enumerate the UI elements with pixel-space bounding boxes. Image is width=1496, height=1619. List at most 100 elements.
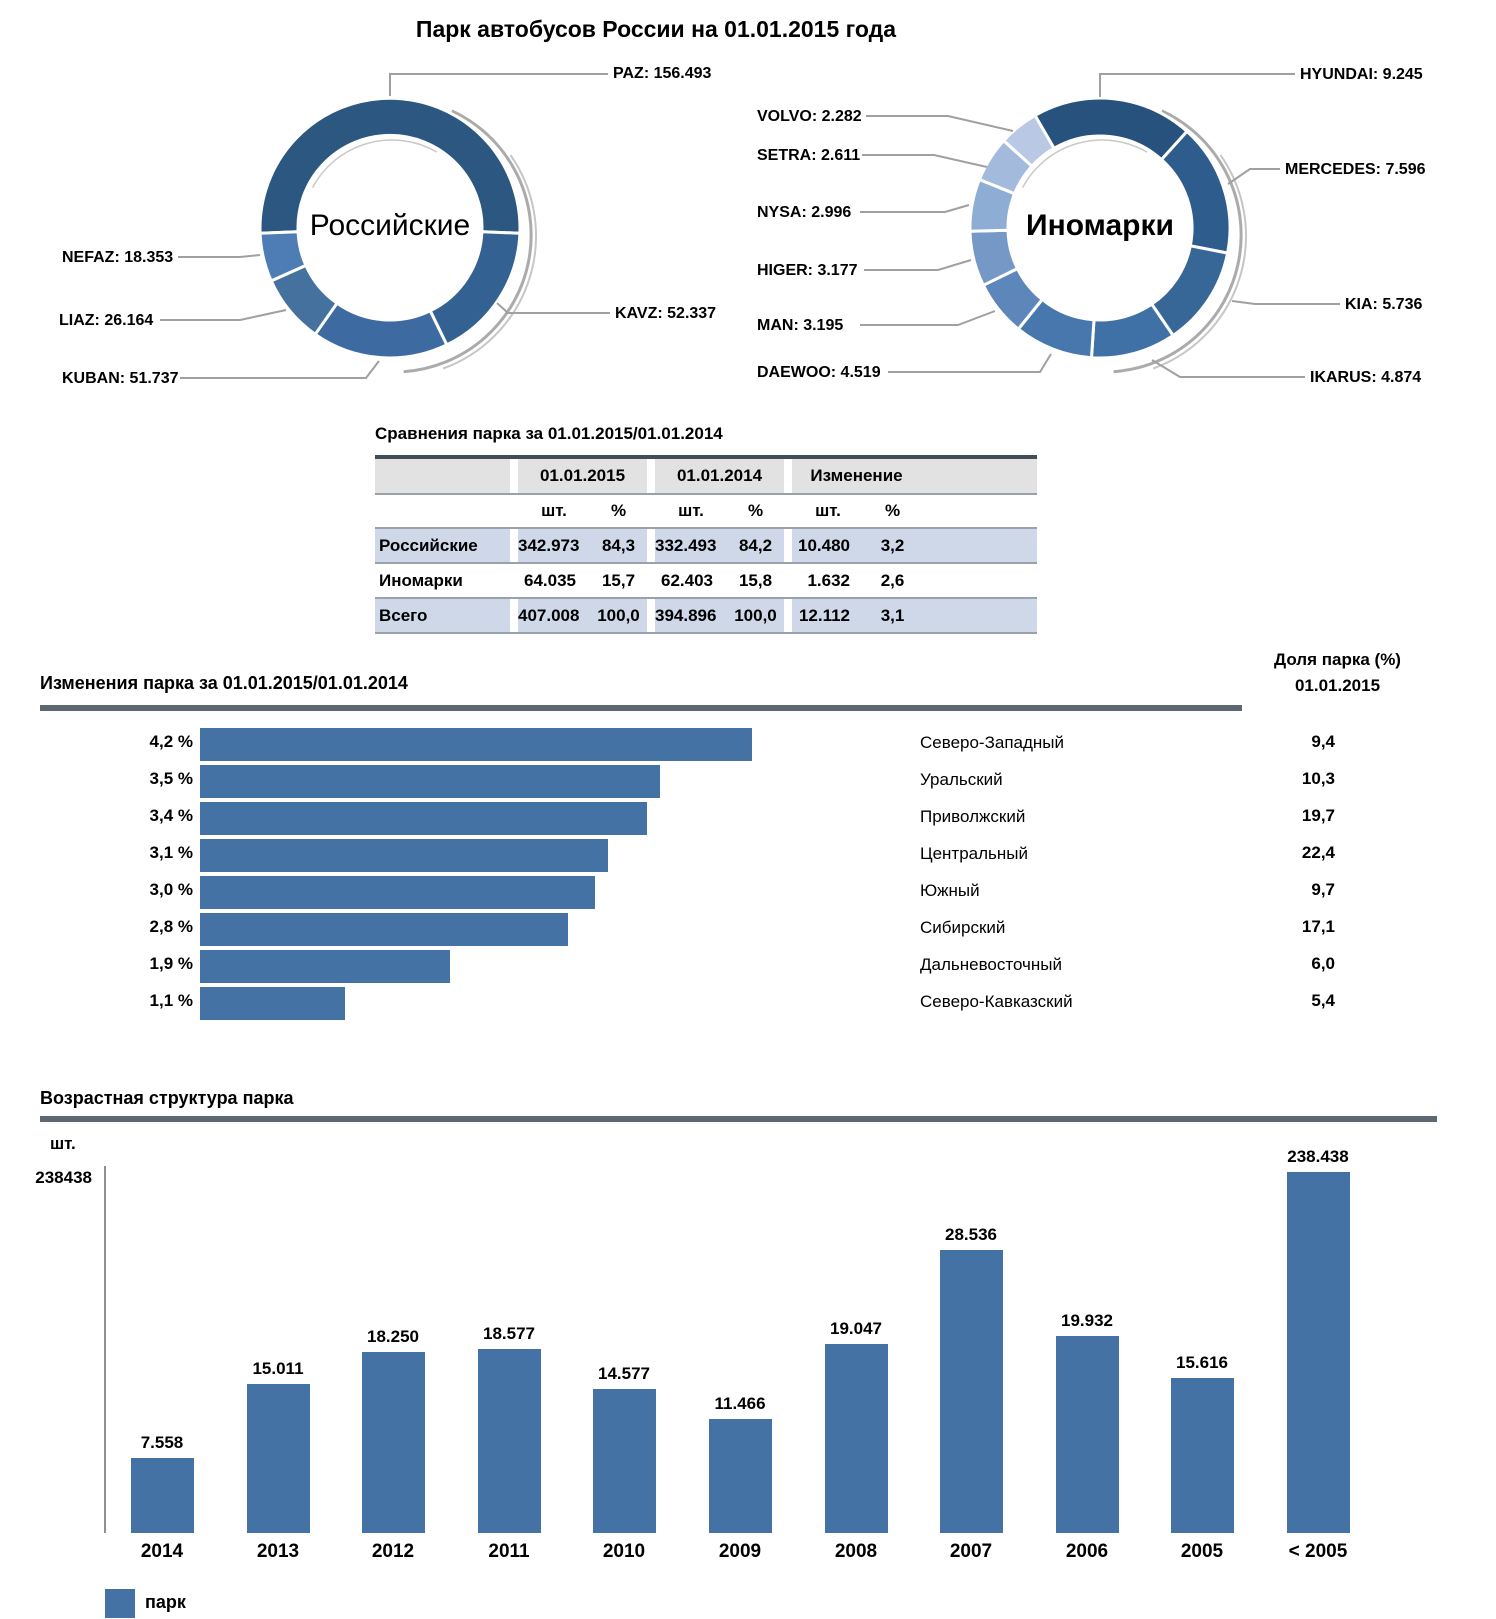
column-gap [647, 563, 655, 599]
x-tick-label: < 2005 [1288, 1541, 1348, 1562]
subheader-percent: % [727, 494, 784, 529]
divider [40, 705, 1242, 711]
x-tick-label: 2012 [371, 1541, 415, 1562]
donut-inner-shadow-arc [1021, 139, 1148, 189]
bar-value-label: 19.047 [830, 1319, 882, 1338]
cell-value: 100,0 [590, 598, 647, 634]
region-label: Приволжский [920, 807, 1026, 826]
row-label: Всего [375, 598, 510, 634]
x-tick-label: 2007 [949, 1541, 993, 1562]
column-gap [647, 598, 655, 634]
donut-label-NEFAZ: NEFAZ: 18.353 [62, 249, 174, 266]
change-pct-label: 1,9 % [149, 954, 193, 973]
donut-label-KUBAN: KUBAN: 51.737 [62, 370, 179, 387]
leader-line-SETRA [862, 154, 988, 168]
donut-segment-NEFAZ [258, 230, 308, 283]
donut-charts-canvas [160, 73, 1340, 379]
column-gap [647, 528, 655, 564]
region-share-value: 22,4 [1301, 843, 1335, 862]
leader-line-LIAZ [160, 309, 287, 321]
donut-segment-PAZ [258, 96, 522, 235]
empty-cell [921, 494, 1038, 529]
change-pct-label: 4,2 % [149, 732, 193, 751]
empty-cell [375, 494, 510, 529]
donut-segment-KAVZ [428, 230, 522, 347]
donut-label-LIAZ: LIAZ: 26.164 [59, 312, 154, 329]
x-tick-label: 2010 [602, 1541, 646, 1562]
column-gap [510, 528, 518, 564]
change-bar [200, 728, 752, 761]
cell-value: 62.403 [655, 563, 727, 599]
change-pct-label: 3,4 % [149, 806, 193, 825]
share-header-line1: Доля парка (%) [1274, 650, 1401, 669]
age-bar [939, 1250, 1003, 1533]
cell-value: 3,2 [864, 528, 922, 564]
change-pct-label: 3,5 % [149, 769, 193, 788]
leader-line-IKARUS [1151, 359, 1305, 378]
donut-label-VOLVO: VOLVO: 2.282 [757, 108, 862, 125]
donut-segment-KUBAN [313, 301, 449, 360]
x-tick-label: 2013 [256, 1541, 300, 1562]
cell-value: 84,3 [590, 528, 647, 564]
filler-cell [921, 528, 1038, 564]
bar-value-label: 28.536 [945, 1225, 997, 1244]
change-pct-label: 3,1 % [149, 843, 193, 862]
donut-shadow-arc [1152, 154, 1248, 370]
bar-value-label: 18.577 [483, 1324, 535, 1343]
age-bar [477, 1349, 541, 1533]
age-bar [246, 1384, 310, 1533]
table-group-header-row: 01.01.2015 01.01.2014 Изменение [375, 457, 1038, 495]
donut-label-NYSA: NYSA: 2.996 [757, 204, 852, 221]
column-gap [784, 528, 792, 564]
bar-value-label: 18.250 [367, 1327, 419, 1346]
cell-value: 15,8 [727, 563, 784, 599]
change-bar [200, 802, 647, 835]
legend-color-swatch [105, 1589, 135, 1618]
donut-label-MERCEDES: MERCEDES: 7.596 [1285, 161, 1426, 178]
cell-value: 12.112 [792, 598, 864, 634]
column-gap [784, 494, 792, 529]
region-share-value: 19,7 [1301, 806, 1335, 825]
column-gap [647, 494, 655, 529]
region-share-value: 6,0 [1311, 954, 1335, 973]
x-tick-label: 2008 [834, 1541, 878, 1562]
column-gap [510, 563, 518, 599]
bar-value-label: 14.577 [598, 1364, 650, 1383]
cell-value: 394.896 [655, 598, 727, 634]
subheader-units: шт. [518, 494, 590, 529]
change-bar [200, 950, 450, 983]
donut-segment-VOLVO [1001, 113, 1057, 169]
table-group-2015: 01.01.2015 [518, 457, 647, 495]
x-tick-label: 2014 [140, 1541, 184, 1562]
table-row-russian: Российские 342.973 84,3 332.493 84,2 10.… [375, 528, 1038, 564]
row-label: Иномарки [375, 563, 510, 599]
change-bar [200, 987, 345, 1020]
share-header-line2: 01.01.2015 [1294, 676, 1381, 695]
donut-label-KIA: KIA: 5.736 [1345, 296, 1423, 313]
donut-label-MAN: MAN: 3.195 [757, 317, 844, 334]
column-gap [510, 598, 518, 634]
leader-line-KUBAN [180, 360, 380, 379]
region-label: Сибирский [920, 918, 1006, 937]
comparison-table: 01.01.2015 01.01.2014 Изменение шт. % шт… [375, 455, 1038, 634]
x-tick-label: 2006 [1065, 1541, 1109, 1562]
donut-shadow-arc [442, 154, 538, 370]
leader-line-KAVZ [496, 302, 610, 314]
region-label: Дальневосточный [920, 955, 1063, 974]
leader-line-NYSA [860, 204, 970, 213]
x-tick-label: 2011 [488, 1541, 530, 1562]
region-label: Центральный [920, 844, 1028, 863]
donut-shadow-arc [403, 109, 533, 374]
x-tick-label: 2009 [718, 1541, 762, 1562]
page-title: Парк автобусов России на 01.01.2015 года [415, 16, 897, 42]
bar-value-label: 15.616 [1176, 1353, 1228, 1372]
x-tick-label: 2005 [1180, 1541, 1224, 1562]
age-chart-title: Возрастная структура парка [40, 1088, 294, 1108]
row-label: Российские [375, 528, 510, 564]
region-share-value: 9,7 [1311, 880, 1335, 899]
divider [40, 1116, 1437, 1122]
age-bar [592, 1389, 656, 1533]
donut-label-HIGER: HIGER: 3.177 [757, 262, 858, 279]
filler-cell [921, 563, 1038, 599]
change-pct-label: 2,8 % [149, 917, 193, 936]
